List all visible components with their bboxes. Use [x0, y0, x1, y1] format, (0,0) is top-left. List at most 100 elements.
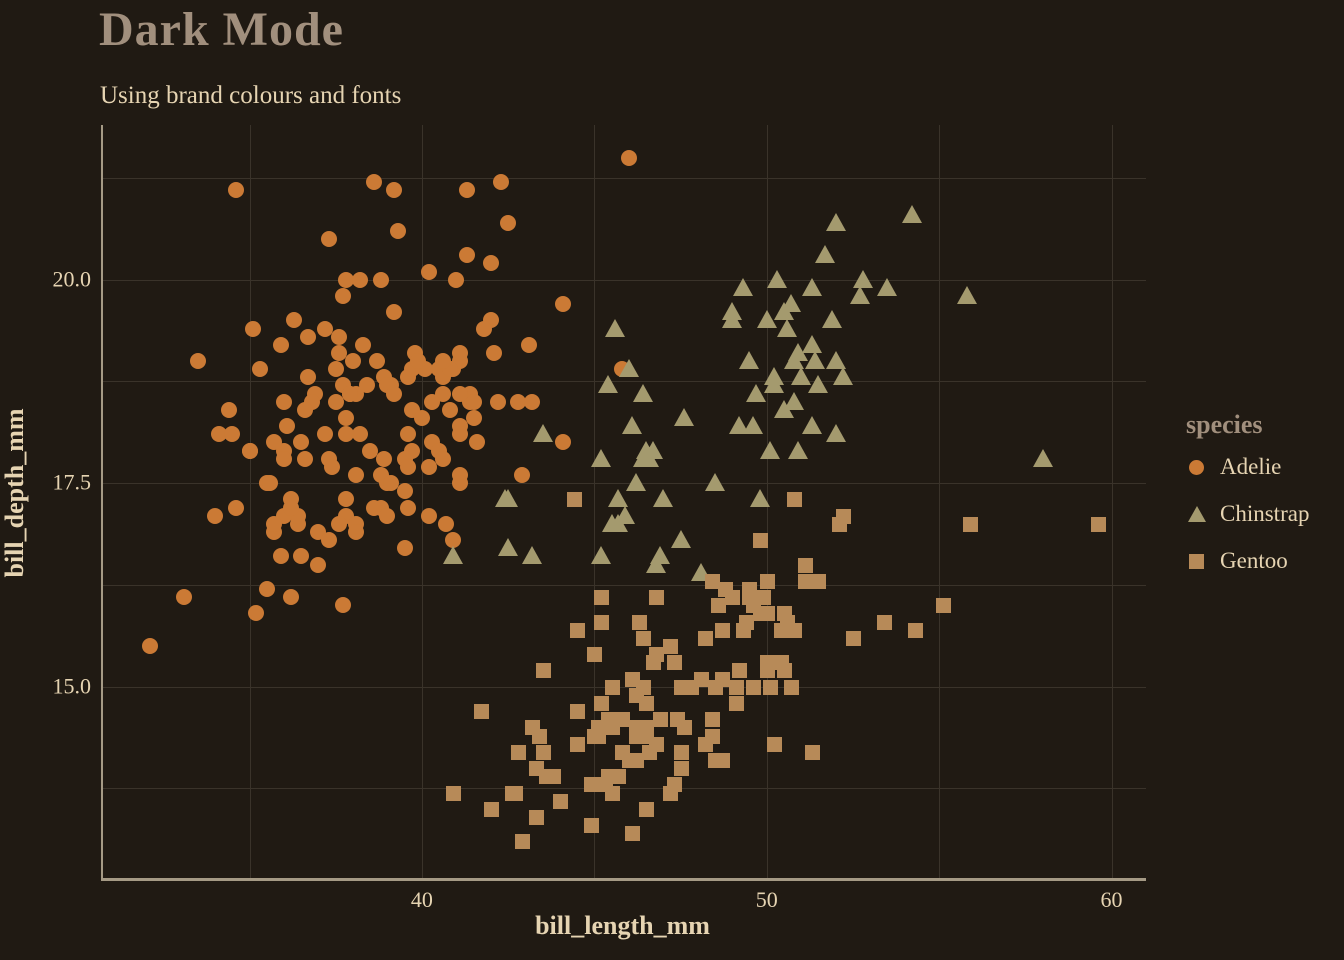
data-point-gentoo — [583, 818, 599, 834]
data-point-adelie — [344, 353, 361, 370]
data-point-adelie — [465, 393, 482, 410]
data-point-adelie — [141, 637, 158, 654]
data-point-chinstrap — [498, 489, 519, 508]
y-gridline — [103, 584, 1146, 586]
data-point-gentoo — [632, 614, 648, 630]
data-point-gentoo — [635, 630, 651, 646]
data-point-adelie — [358, 377, 375, 394]
data-point-chinstrap — [822, 310, 843, 329]
data-point-chinstrap — [1032, 448, 1053, 467]
data-point-adelie — [369, 353, 386, 370]
data-point-adelie — [258, 581, 275, 597]
data-point-adelie — [420, 458, 437, 475]
data-point-gentoo — [604, 720, 620, 736]
data-point-chinstrap — [804, 351, 825, 370]
data-point-gentoo — [535, 744, 551, 760]
data-point-adelie — [458, 182, 475, 199]
data-point-gentoo — [652, 712, 668, 728]
data-point-adelie — [265, 515, 282, 532]
data-point-gentoo — [704, 728, 720, 744]
data-point-adelie — [224, 426, 241, 443]
data-point-adelie — [265, 434, 282, 451]
data-point-chinstrap — [849, 285, 870, 304]
x-tick-label: 40 — [410, 887, 433, 912]
data-point-adelie — [296, 450, 313, 467]
data-point-adelie — [334, 287, 351, 304]
legend-label-gentoo: Gentoo — [1220, 548, 1288, 573]
x-tick-label: 60 — [1100, 887, 1123, 912]
data-point-adelie — [348, 467, 365, 484]
data-point-adelie — [317, 426, 334, 443]
data-point-adelie — [331, 515, 348, 532]
data-point-adelie — [475, 320, 492, 337]
plot-area: 40 50 60 15.0 17.5 20.0 — [53, 125, 1146, 912]
data-point-chinstrap — [673, 408, 694, 427]
data-point-gentoo — [745, 679, 761, 695]
data-point-adelie — [251, 361, 268, 378]
data-point-gentoo — [663, 785, 679, 801]
data-point-adelie — [282, 589, 299, 606]
x-gridline — [594, 125, 596, 878]
data-point-adelie — [451, 475, 468, 492]
data-point-chinstrap — [632, 448, 653, 467]
data-point-chinstrap — [763, 375, 784, 394]
data-point-adelie — [444, 532, 461, 549]
data-point-adelie — [351, 271, 368, 288]
data-point-chinstrap — [605, 318, 626, 337]
data-point-adelie — [220, 401, 237, 418]
data-point-chinstrap — [742, 416, 763, 435]
data-point-adelie — [458, 247, 475, 264]
data-point-gentoo — [811, 573, 827, 589]
data-point-gentoo — [787, 622, 803, 638]
data-point-gentoo — [628, 752, 644, 768]
data-point-adelie — [420, 263, 437, 280]
data-point-adelie — [227, 499, 244, 516]
data-point-chinstrap — [591, 546, 612, 565]
data-point-gentoo — [528, 761, 544, 777]
x-gridline — [249, 125, 251, 878]
data-point-gentoo — [594, 590, 610, 606]
page-subtitle: Using brand colours and fonts — [100, 82, 402, 109]
data-point-chinstrap — [622, 416, 643, 435]
data-point-adelie — [293, 434, 310, 451]
y-tick-label: 20.0 — [52, 266, 92, 292]
data-point-adelie — [210, 426, 227, 443]
x-gridline — [1111, 125, 1113, 878]
data-point-adelie — [276, 450, 293, 467]
data-point-adelie — [320, 230, 337, 247]
data-point-adelie — [389, 222, 406, 239]
data-point-chinstrap — [825, 351, 846, 370]
data-point-gentoo — [704, 712, 720, 728]
data-point-adelie — [207, 507, 224, 524]
data-point-adelie — [331, 344, 348, 361]
data-point-adelie — [327, 393, 344, 410]
data-point-chinstrap — [784, 351, 805, 370]
data-point-gentoo — [845, 630, 861, 646]
data-point-chinstrap — [625, 473, 646, 492]
data-point-adelie — [376, 450, 392, 467]
data-point-adelie — [248, 605, 265, 622]
data-point-gentoo — [742, 590, 758, 606]
data-point-adelie — [510, 393, 527, 410]
data-point-gentoo — [639, 801, 655, 817]
data-point-adelie — [327, 361, 344, 378]
legend-item-adelie: Adelie — [1186, 454, 1344, 480]
data-point-gentoo — [587, 647, 603, 663]
data-point-adelie — [524, 393, 541, 410]
data-point-adelie — [386, 304, 403, 321]
page-title: Dark Mode — [99, 3, 344, 56]
data-point-chinstrap — [877, 277, 898, 296]
data-point-adelie — [420, 507, 437, 524]
data-point-adelie — [386, 385, 403, 402]
y-tick-label: 17.5 — [52, 469, 92, 495]
y-gridline — [103, 483, 1146, 485]
data-point-adelie — [338, 410, 355, 427]
data-point-chinstrap — [801, 416, 822, 435]
data-point-gentoo — [697, 630, 713, 646]
data-point-gentoo — [797, 573, 813, 589]
data-point-gentoo — [649, 590, 665, 606]
data-point-gentoo — [718, 582, 734, 597]
data-point-gentoo — [639, 695, 655, 711]
data-point-gentoo — [535, 663, 551, 679]
data-point-chinstrap — [784, 391, 805, 410]
